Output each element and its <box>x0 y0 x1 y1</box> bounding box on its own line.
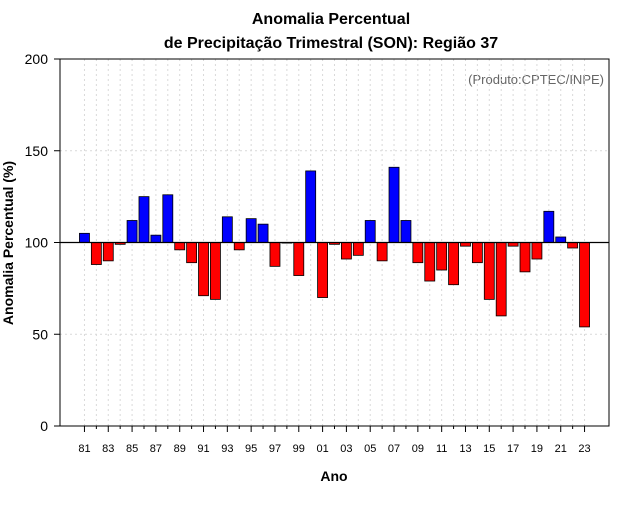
x-tick-label: 87 <box>150 443 162 455</box>
bar-90 <box>186 242 198 264</box>
y-tick-label: 100 <box>25 235 49 251</box>
bar-85 <box>126 220 138 243</box>
x-tick-label: 19 <box>531 443 543 455</box>
bar-16 <box>495 242 507 317</box>
x-tick-label: 91 <box>197 443 209 455</box>
x-tick-label: 93 <box>221 443 233 455</box>
x-tick-label: 99 <box>293 443 305 455</box>
x-tick-label: 85 <box>126 443 138 455</box>
bar-21 <box>555 236 567 243</box>
x-tick-label: 97 <box>269 443 281 455</box>
y-tick-label: 50 <box>32 326 48 342</box>
y-tick-label: 200 <box>25 51 49 67</box>
bar-23 <box>579 242 590 328</box>
bar-86 <box>138 196 150 243</box>
bar-01 <box>317 242 328 298</box>
y-axis-label: Anomalia Percentual (%) <box>0 161 16 325</box>
y-tick-label: 0 <box>40 418 48 434</box>
bar-89 <box>174 242 186 251</box>
bar-82 <box>90 242 102 265</box>
bar-87 <box>150 234 162 243</box>
bar-95 <box>245 218 257 243</box>
bar-22 <box>567 242 579 249</box>
bar-08 <box>400 220 412 243</box>
x-tick-label: 09 <box>412 443 424 455</box>
x-tick-label: 17 <box>507 443 519 455</box>
bar-06 <box>376 242 388 262</box>
bar-15 <box>483 242 495 300</box>
bar-07 <box>388 166 400 243</box>
x-tick-label: 83 <box>102 443 114 455</box>
bar-19 <box>531 242 543 260</box>
x-tick-label: 21 <box>555 443 567 455</box>
x-tick-label: 05 <box>364 443 376 455</box>
bar-10 <box>424 242 436 282</box>
y-tick-label: 150 <box>25 143 49 159</box>
x-tick-label: 03 <box>340 443 352 455</box>
bar-83 <box>102 242 114 262</box>
x-tick-label: 95 <box>245 443 257 455</box>
x-tick-label: 15 <box>483 443 495 455</box>
bar-14 <box>471 242 483 264</box>
x-tick-label: 23 <box>578 443 590 455</box>
y-axis: 0 50 100 150 200 <box>25 51 60 434</box>
bar-96 <box>257 223 269 243</box>
x-tick-label: 89 <box>174 443 186 455</box>
bar-00 <box>305 170 317 243</box>
x-tick-label: 81 <box>78 443 90 455</box>
bar-04 <box>352 242 364 256</box>
bar-18 <box>519 242 531 273</box>
bar-11 <box>436 242 448 271</box>
bars-layer <box>79 166 590 328</box>
bar-94 <box>233 242 245 251</box>
bar-05 <box>364 220 376 243</box>
bar-93 <box>221 216 233 243</box>
bar-81 <box>79 232 90 243</box>
bar-88 <box>162 194 174 243</box>
x-tick-label: 13 <box>459 443 471 455</box>
bar-91 <box>198 242 209 297</box>
bar-03 <box>341 242 352 260</box>
chart-title-line2: de Precipitação Trimestral (SON): Região… <box>164 35 498 52</box>
x-tick-label: 11 <box>436 443 447 455</box>
grid-layer <box>60 59 609 426</box>
x-axis: 81 83 85 87 89 91 93 95 97 99 01 03 05 07 09 11 13 15 17 19… <box>78 426 591 455</box>
source-annotation: (Produto:CPTEC/INPE) <box>468 72 604 87</box>
bar-20 <box>543 210 555 243</box>
chart-title-line1: Anomalia Percentual <box>252 11 410 28</box>
bar-09 <box>412 242 424 264</box>
x-tick-label: 01 <box>316 443 328 455</box>
bar-99 <box>293 242 305 276</box>
x-axis-label: Ano <box>320 468 347 484</box>
bar-12 <box>448 242 459 286</box>
bar-97 <box>269 242 281 267</box>
bar-92 <box>210 242 221 300</box>
x-tick-label: 07 <box>388 443 400 455</box>
